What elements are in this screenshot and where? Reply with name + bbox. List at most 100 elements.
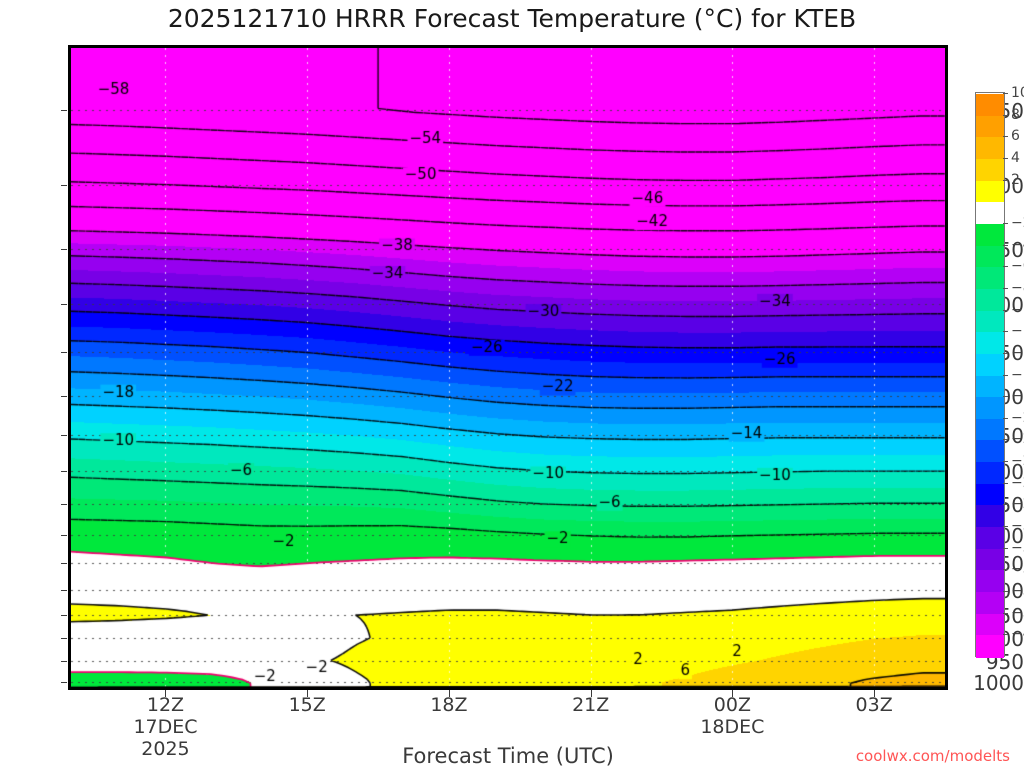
y-axis-tick-600 xyxy=(61,471,67,473)
x-axis-label-12Z: 12Z xyxy=(146,694,185,716)
colorbar-label-4: 4 xyxy=(1011,149,1020,166)
y-axis-tick-400 xyxy=(61,303,67,305)
colorbar-tick--26 xyxy=(1003,482,1008,484)
colorbar-tick--36 xyxy=(1003,591,1008,593)
colorbar-segment--38 xyxy=(976,613,1004,636)
colorbar-segment-4 xyxy=(976,158,1004,182)
colorbar-label-8: 8 xyxy=(1011,106,1020,123)
page-title: 2025121710 HRRR Forecast Temperature (°C… xyxy=(0,4,1024,33)
colorbar-segment--10 xyxy=(976,310,1004,333)
colorbar-tick-10 xyxy=(1003,93,1008,94)
y-axis-tick-800 xyxy=(61,589,67,591)
y-axis-tick-450 xyxy=(61,352,67,354)
watermark: coolwx.com/modelts xyxy=(855,747,1010,765)
x-axis-date-17DEC: 17DEC xyxy=(133,716,198,738)
colorbar-segment--36 xyxy=(976,592,1004,615)
colorbar-segment--40 xyxy=(976,635,1004,658)
colorbar-tick--12 xyxy=(1003,331,1008,333)
x-axis-tick-18Z xyxy=(448,690,450,697)
colorbar: 10 8 6 4 2 −2 −4 −6 −8 −10 −12 −14 −16 −18 −20 −22 −24 −2… xyxy=(975,85,1024,658)
colorbar-label--36: −36 xyxy=(1011,583,1024,600)
y-axis-tick-500 xyxy=(61,395,67,397)
x-axis-tick-03Z xyxy=(874,690,876,697)
x-axis-title: Forecast Time (UTC) xyxy=(402,744,614,768)
colorbar-segment--30 xyxy=(976,527,1004,550)
colorbar-segment--18 xyxy=(976,397,1004,420)
x-axis-label-21Z: 21Z xyxy=(572,694,610,716)
y-axis-tick-700 xyxy=(61,534,67,536)
colorbar-label--2: −2 xyxy=(1011,214,1024,231)
y-axis-tick-550 xyxy=(61,435,67,437)
colorbar-tick--30 xyxy=(1003,526,1008,528)
colorbar-label-10: 10 xyxy=(1011,85,1024,101)
colorbar-label--6: −6 xyxy=(1011,258,1024,275)
colorbar-tick--34 xyxy=(1003,569,1008,571)
x-axis-tick-15Z xyxy=(307,690,309,697)
colorbar-segment-10 xyxy=(976,94,1004,117)
colorbar-segment--8 xyxy=(976,288,1004,312)
colorbar-gradient xyxy=(975,92,1005,658)
colorbar-segment--2 xyxy=(976,223,1004,247)
colorbar-segment-8 xyxy=(976,115,1004,138)
colorbar-tick--38 xyxy=(1003,612,1008,614)
colorbar-segment--32 xyxy=(976,548,1004,571)
y-axis-tick-1000 xyxy=(61,681,67,683)
y-axis-tick-750 xyxy=(61,563,67,565)
x-axis-tick-21Z xyxy=(590,690,592,697)
colorbar-segment--34 xyxy=(976,570,1004,593)
colorbar-label--10: −10 xyxy=(1011,301,1024,318)
colorbar-segment--12 xyxy=(976,332,1004,355)
colorbar-tick--8 xyxy=(1003,287,1008,289)
colorbar-tick--6 xyxy=(1003,266,1008,268)
y-axis-tick-300 xyxy=(61,185,67,187)
y-axis-tick-350 xyxy=(61,248,67,250)
y-axis-tick-250 xyxy=(61,110,67,112)
colorbar-segment-2 xyxy=(976,180,1004,203)
colorbar-label--20: −20 xyxy=(1011,409,1024,426)
x-axis-label-00Z: 00Z xyxy=(713,694,751,716)
colorbar-tick--14 xyxy=(1003,352,1008,354)
colorbar-segment--16 xyxy=(976,375,1004,398)
colorbar-label--40: −40 xyxy=(1011,626,1024,643)
x-axis-label-03Z: 03Z xyxy=(855,694,893,716)
x-axis-tick-00Z xyxy=(732,690,734,697)
colorbar-segment--24 xyxy=(976,462,1004,485)
colorbar-segment--28 xyxy=(976,505,1004,528)
colorbar-tick-4 xyxy=(1003,157,1008,159)
title-text: 2025121710 HRRR Forecast Temperature (°C… xyxy=(167,4,857,33)
colorbar-label--30: −30 xyxy=(1011,518,1024,535)
colorbar-label--38: −38 xyxy=(1011,604,1024,621)
colorbar-segment--6 xyxy=(976,267,1004,290)
colorbar-segment-6 xyxy=(976,137,1004,160)
x-axis-label-15Z: 15Z xyxy=(288,694,326,716)
colorbar-tick--2 xyxy=(1003,222,1008,224)
y-axis-tick-950 xyxy=(61,660,67,662)
colorbar-segment--20 xyxy=(976,418,1004,442)
y-axis-label-1000: 1000 xyxy=(973,670,1024,695)
colorbar-label--16: −16 xyxy=(1011,366,1024,383)
colorbar-segment-0 xyxy=(976,202,1004,225)
colorbar-label--32: −32 xyxy=(1011,539,1024,556)
colorbar-segment--26 xyxy=(976,483,1004,507)
y-axis-tick-650 xyxy=(61,504,67,506)
x-axis-date-18DEC: 18DEC xyxy=(700,716,765,738)
colorbar-label--12: −12 xyxy=(1011,323,1024,340)
colorbar-label--18: −18 xyxy=(1011,388,1024,405)
colorbar-label--14: −14 xyxy=(1011,344,1024,361)
colorbar-label--28: −28 xyxy=(1011,496,1024,513)
colorbar-tick--22 xyxy=(1003,439,1008,441)
colorbar-segment--22 xyxy=(976,440,1004,463)
x-axis-label-18Z: 18Z xyxy=(430,694,468,716)
colorbar-tick--10 xyxy=(1003,309,1008,311)
colorbar-tick--24 xyxy=(1003,461,1008,463)
plot-area xyxy=(68,45,948,690)
colorbar-tick--40 xyxy=(1003,634,1008,636)
colorbar-label--34: −34 xyxy=(1011,561,1024,578)
colorbar-tick--28 xyxy=(1003,504,1008,506)
x-axis-tick-12Z xyxy=(165,690,167,697)
colorbar-label--26: −26 xyxy=(1011,474,1024,491)
colorbar-label--22: −22 xyxy=(1011,431,1024,448)
colorbar-tick--32 xyxy=(1003,547,1008,549)
colorbar-label-6: 6 xyxy=(1011,128,1020,145)
